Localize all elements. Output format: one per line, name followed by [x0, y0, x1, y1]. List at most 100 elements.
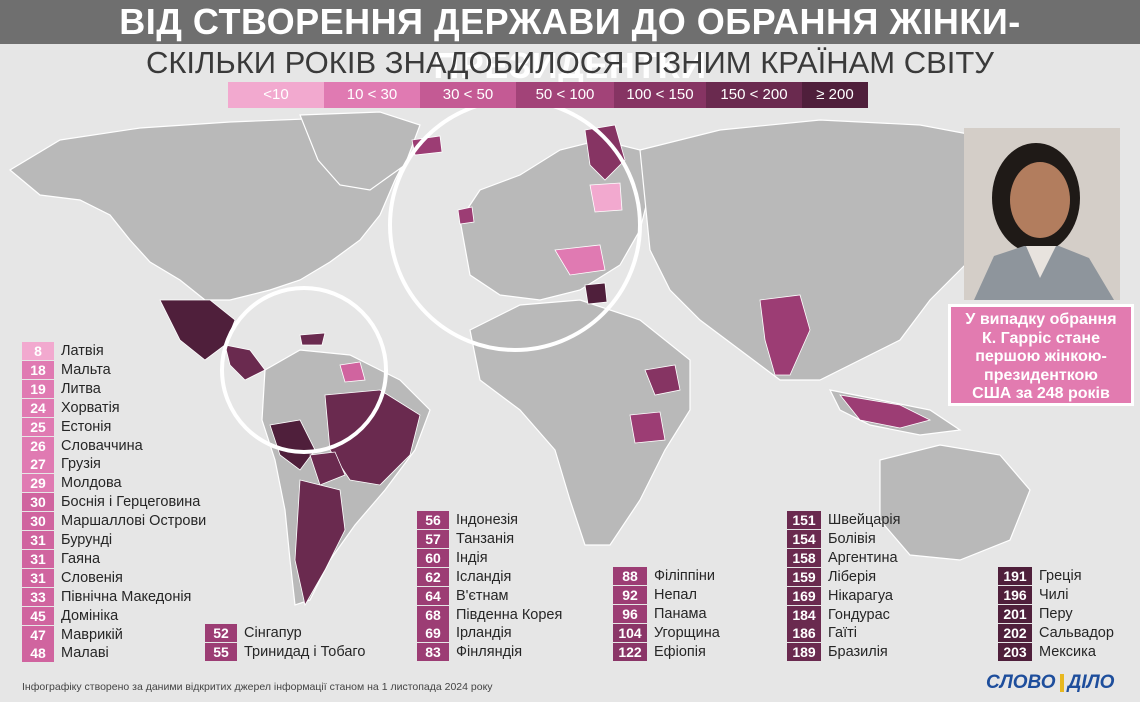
country-entry: 202 Сальвадор — [998, 623, 1114, 642]
years-value: 25 — [22, 417, 54, 436]
country-entry: 62 Ісландія — [417, 567, 512, 586]
years-value: 30 — [22, 512, 54, 531]
years-value: 56 — [417, 511, 449, 529]
hispaniola-shape — [299, 332, 326, 346]
years-value: 57 — [417, 529, 449, 548]
country-name: Бурунді — [61, 532, 113, 548]
ethiopia-shape — [644, 364, 681, 396]
country-name: Тринидад і Тобаго — [244, 643, 366, 660]
brand-logo: СЛОВО ДІЛО — [986, 671, 1114, 695]
callout-line-1: У випадку обрання — [965, 311, 1117, 328]
color-legend: <10 10 < 30 30 < 50 50 < 100 100 < 150 150 < … — [228, 82, 868, 108]
country-name: Філіппіни — [654, 568, 715, 584]
country-name: Гондурас — [828, 606, 890, 623]
country-name: Болівія — [828, 530, 876, 547]
country-entry: 151 Швейцарія — [787, 511, 901, 529]
country-entry: 104 Угорщина — [613, 623, 720, 642]
country-name: В'єтнам — [456, 587, 509, 604]
country-entry: 122 Ефіопія — [613, 642, 706, 661]
country-name: Словаччина — [61, 437, 143, 454]
years-value: 27 — [22, 455, 54, 474]
footnote: Інфографіку створено за даними відкритих… — [22, 681, 493, 693]
country-entry: 69 Ірландія — [417, 624, 512, 643]
legend-item: 30 < 50 — [420, 82, 516, 108]
years-value: 8 — [22, 342, 54, 360]
country-entry: 92 Непал — [613, 585, 697, 604]
callout-line-4: президенткою — [984, 366, 1098, 384]
country-entry: 96 Панама — [613, 604, 707, 623]
years-value: 191 — [998, 567, 1032, 585]
tanzania-shape — [629, 411, 666, 444]
country-name: Сальвадор — [1039, 624, 1114, 641]
country-entry: 30 Боснія і Герцеговина — [22, 493, 200, 512]
country-name: Гаїті — [828, 625, 857, 642]
country-name: Латвія — [61, 343, 104, 359]
country-name: Сінгапур — [244, 625, 302, 641]
europe-zoom-circle — [388, 108, 642, 352]
years-value: 201 — [998, 604, 1032, 623]
country-entry: 52 Сінгапур — [205, 624, 302, 642]
country-name: Непал — [654, 586, 697, 603]
country-name: Мексика — [1039, 643, 1096, 660]
country-entry: 47 Маврикій — [22, 625, 123, 644]
country-name: Греція — [1039, 568, 1082, 584]
peru-shape — [269, 419, 316, 471]
years-value: 33 — [22, 587, 54, 606]
country-name: Перу — [1039, 605, 1073, 622]
years-value: 30 — [22, 493, 54, 512]
harris-callout: У випадку обрання К. Гарріс стане першою… — [948, 304, 1134, 406]
country-entry: 154 Болівія — [787, 529, 876, 548]
candidate-photo — [964, 128, 1120, 300]
country-name: Маршаллові Острови — [61, 513, 207, 530]
years-value: 68 — [417, 605, 449, 624]
page-subtitle: СКІЛЬКИ РОКІВ ЗНАДОБИЛОСЯ РІЗНИМ КРАЇНАМ… — [145, 45, 995, 80]
years-value: 47 — [22, 625, 54, 644]
country-name: Ісландія — [456, 568, 512, 585]
years-value: 202 — [998, 623, 1032, 642]
country-entry: 8 Латвія — [22, 342, 104, 360]
country-name: Танзанія — [456, 530, 515, 547]
years-value: 31 — [22, 531, 54, 549]
years-value: 151 — [787, 511, 821, 529]
callout-line-5: США за 248 років — [972, 385, 1110, 403]
years-value: 203 — [998, 642, 1032, 661]
country-entry: 203 Мексика — [998, 642, 1096, 661]
years-value: 154 — [787, 529, 821, 548]
years-value: 169 — [787, 586, 821, 605]
country-name: Індонезія — [456, 512, 519, 528]
years-value: 29 — [22, 474, 54, 493]
years-value: 189 — [787, 643, 821, 662]
country-name: Ефіопія — [654, 643, 706, 660]
country-entry: 83 Фінляндія — [417, 643, 522, 662]
years-value: 96 — [613, 604, 647, 623]
country-entry: 55 Тринидад і Тобаго — [205, 642, 366, 661]
years-value: 60 — [417, 548, 449, 567]
central-america-shape — [224, 344, 266, 381]
bolivia-shape — [309, 451, 346, 486]
country-name: Нікарагуа — [828, 587, 893, 604]
country-entry: 169 Нікарагуа — [787, 586, 893, 605]
country-name: Маврикій — [61, 626, 123, 643]
years-value: 69 — [417, 624, 449, 643]
years-value: 31 — [22, 549, 54, 568]
guyana-shape — [339, 361, 366, 383]
country-entry: 31 Гаяна — [22, 549, 100, 568]
country-entry: 184 Гондурас — [787, 605, 890, 624]
country-entry: 186 Гаїті — [787, 624, 857, 643]
years-value: 55 — [205, 642, 237, 661]
scandinavia-shape — [584, 124, 626, 181]
country-name: Мальта — [61, 361, 111, 378]
south-america — [261, 349, 431, 606]
years-value: 31 — [22, 568, 54, 587]
country-entry: 45 Домініка — [22, 606, 118, 625]
country-name: Хорватія — [61, 399, 120, 416]
country-name: Панама — [654, 605, 707, 622]
country-entry: 64 В'єтнам — [417, 586, 509, 605]
africa — [469, 299, 691, 546]
country-entry: 56 Індонезія — [417, 511, 518, 529]
country-name: Угорщина — [654, 624, 720, 641]
country-name: Індія — [456, 549, 488, 566]
country-entry: 24 Хорватія — [22, 398, 120, 417]
country-name: Аргентина — [828, 549, 898, 566]
country-entry: 26 Словаччина — [22, 436, 143, 455]
